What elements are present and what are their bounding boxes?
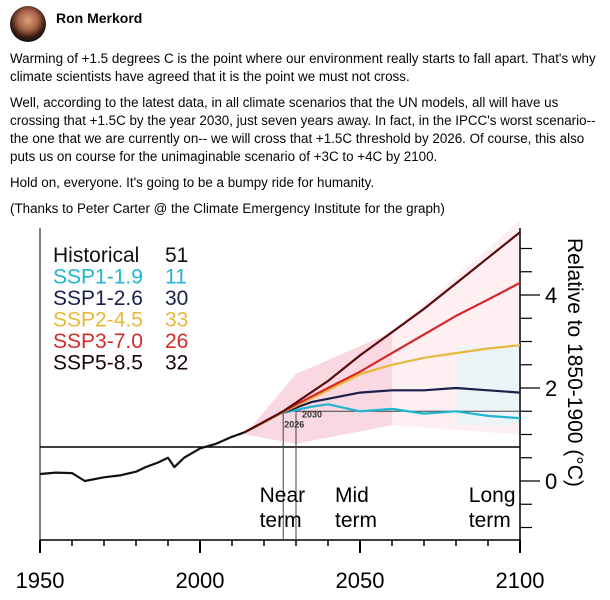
period-label: Near xyxy=(260,484,306,507)
period-label: term xyxy=(335,509,377,532)
series-line-ssp1-1-9 xyxy=(244,403,521,434)
post-text: Warming of +1.5 degrees C is the point w… xyxy=(10,50,606,226)
y-tick-label: 4 xyxy=(545,283,557,308)
annotation-2030: 2030 xyxy=(302,409,322,419)
x-tick-label: 2000 xyxy=(176,568,225,593)
period-label: term xyxy=(469,509,511,532)
x-tick-label: 1950 xyxy=(16,568,65,593)
author-name[interactable]: Ron Merkord xyxy=(56,10,143,26)
avatar[interactable] xyxy=(10,6,46,42)
series-line-ssp5-8-5 xyxy=(244,231,521,434)
paragraph: Well, according to the latest data, in a… xyxy=(10,95,596,164)
legend-count: 33 xyxy=(165,309,188,332)
legend-label: SSP1-2.6 xyxy=(53,287,143,310)
legend-count: 32 xyxy=(165,352,188,375)
legend-label: SSP2-4.5 xyxy=(53,309,143,332)
period-label: Mid xyxy=(335,484,369,507)
y-tick-label: 0 xyxy=(545,469,557,494)
paragraph: (Thanks to Peter Carter @ the Climate Em… xyxy=(10,201,445,216)
x-tick-label: 2050 xyxy=(336,568,385,593)
series-line-historical xyxy=(39,431,246,483)
x-tick-label: 2100 xyxy=(496,568,545,593)
climate-chart: 1950 2000 2050 2100 0 2 4 Relative to 1850-1900… xyxy=(16,222,586,593)
legend-count: 30 xyxy=(165,287,188,310)
legend-count: 11 xyxy=(165,266,187,289)
post-header: Ron Merkord xyxy=(10,6,142,42)
period-label: Long xyxy=(469,484,516,507)
legend-count: 26 xyxy=(165,330,188,353)
series-line-ssp3-7-0 xyxy=(244,281,521,434)
series-line-ssp1-2-6 xyxy=(244,386,521,434)
legend-count: 51 xyxy=(165,244,188,267)
legend-label: SSP5-8.5 xyxy=(53,352,143,375)
period-label: term xyxy=(260,509,302,532)
legend-label: Historical xyxy=(53,244,139,267)
paragraph: Warming of +1.5 degrees C is the point w… xyxy=(10,51,596,84)
y-tick-label: 2 xyxy=(545,376,557,401)
legend-label: SSP3-7.0 xyxy=(53,330,143,353)
legend-label: SSP1-1.9 xyxy=(53,266,143,289)
y-axis-label: Relative to 1850-1900 (°C) xyxy=(563,238,586,487)
annotation-2026: 2026 xyxy=(284,419,304,429)
paragraph: Hold on, everyone. It's going to be a bu… xyxy=(10,175,375,190)
